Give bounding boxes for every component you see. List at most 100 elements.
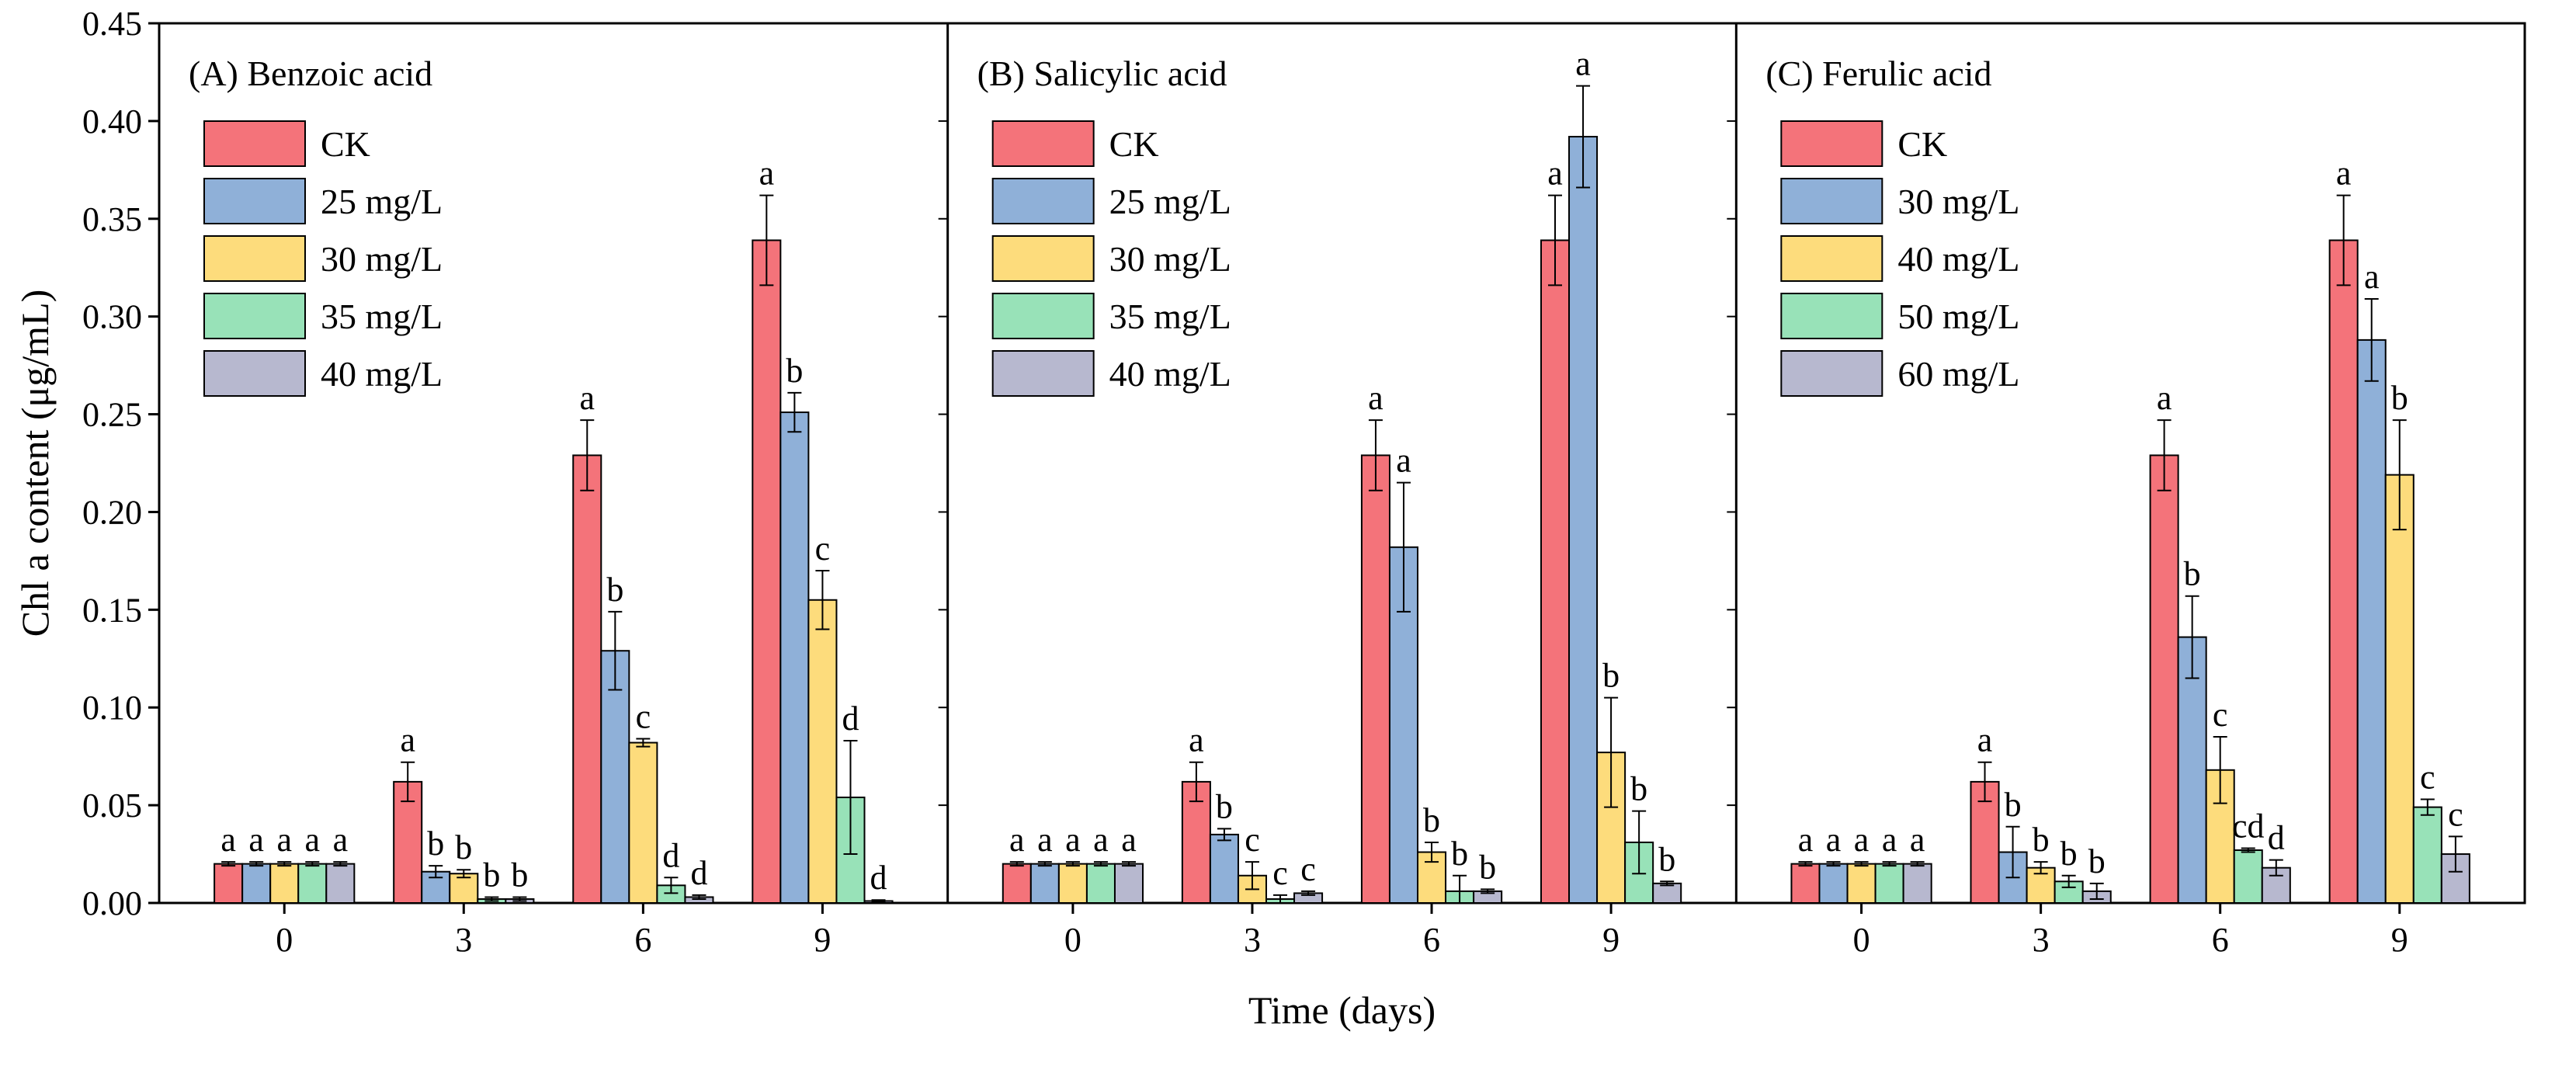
significance-label: a bbox=[1368, 379, 1383, 417]
significance-label: b bbox=[606, 571, 623, 609]
legend-label: 35 mg/L bbox=[321, 297, 443, 336]
panel-title: (C) Ferulic acid bbox=[1765, 54, 1991, 93]
y-tick-label: 0.15 bbox=[82, 591, 142, 629]
bar bbox=[241, 863, 272, 904]
text-layer: 0.00 0.05 0.10 0.15 0.20 0.25 0.30 0.35 0.40 0.45… bbox=[82, 5, 2463, 959]
bar bbox=[1652, 882, 1682, 905]
panel-title: (B) Salicylic acid bbox=[977, 54, 1227, 93]
significance-label: a bbox=[1826, 821, 1842, 859]
x-tick-label: 3 bbox=[1244, 921, 1261, 959]
significance-label: c bbox=[2213, 696, 2228, 734]
bar bbox=[779, 411, 810, 904]
significance-label: cd bbox=[2232, 807, 2265, 846]
legend-swatch bbox=[203, 178, 306, 224]
significance-label: a bbox=[1093, 821, 1109, 859]
plot-frame bbox=[158, 22, 2526, 905]
legend-swatch bbox=[203, 235, 306, 282]
significance-label: b bbox=[2391, 379, 2408, 417]
bar bbox=[1818, 863, 1849, 904]
legend-label: 50 mg/L bbox=[1897, 297, 2019, 336]
significance-label: b bbox=[1602, 657, 1620, 695]
significance-label: a bbox=[1065, 821, 1081, 859]
x-tick-label: 3 bbox=[2033, 921, 2050, 959]
bar bbox=[600, 650, 630, 904]
significance-label: b bbox=[1630, 770, 1647, 808]
legend-label: 40 mg/L bbox=[321, 354, 443, 394]
legend-swatch bbox=[991, 120, 1095, 167]
legend-label: 35 mg/L bbox=[1109, 297, 1231, 336]
panel-title: (A) Benzoic acid bbox=[189, 54, 432, 93]
significance-label: b bbox=[2088, 842, 2106, 880]
legend-label: 30 mg/L bbox=[1897, 182, 2019, 221]
significance-label: d bbox=[2268, 819, 2285, 857]
significance-label: a bbox=[1547, 155, 1563, 193]
x-tick-label: 0 bbox=[276, 921, 293, 959]
x-tick-label: 9 bbox=[1602, 921, 1620, 959]
x-tick-label: 0 bbox=[1853, 921, 1870, 959]
legend-swatch bbox=[991, 178, 1095, 224]
y-tick-label: 0.20 bbox=[82, 493, 142, 531]
bar bbox=[2233, 849, 2263, 905]
significance-label: b bbox=[1423, 801, 1440, 839]
bars-layer bbox=[203, 85, 2470, 905]
x-tick-label: 6 bbox=[1423, 921, 1440, 959]
legend-swatch bbox=[1780, 350, 1883, 397]
legend-label: 30 mg/L bbox=[1109, 239, 1231, 279]
significance-label: c bbox=[1245, 821, 1260, 859]
significance-label: b bbox=[786, 352, 803, 390]
significance-label: a bbox=[1882, 821, 1897, 859]
bar bbox=[572, 454, 602, 904]
bar bbox=[1360, 454, 1390, 904]
significance-label: d bbox=[690, 854, 707, 892]
significance-label: a bbox=[1977, 721, 1993, 759]
y-tick-label: 0.45 bbox=[82, 5, 142, 43]
significance-label: a bbox=[1037, 821, 1053, 859]
significance-label: b bbox=[1479, 848, 1496, 886]
significance-label: b bbox=[427, 825, 444, 863]
legend-swatch bbox=[1780, 235, 1883, 282]
significance-label: b bbox=[455, 828, 472, 866]
significance-label: a bbox=[1575, 45, 1591, 83]
bar bbox=[1209, 833, 1239, 905]
bar bbox=[2149, 454, 2179, 904]
significance-label: b bbox=[2005, 786, 2022, 824]
bar bbox=[2384, 474, 2415, 904]
legend-swatch bbox=[991, 293, 1095, 339]
legend-swatch bbox=[1780, 178, 1883, 224]
bar bbox=[628, 741, 658, 905]
significance-label: b bbox=[511, 856, 528, 894]
significance-label: c bbox=[636, 698, 651, 736]
bar bbox=[1790, 863, 1821, 904]
bar bbox=[1846, 863, 1876, 904]
significance-label: b bbox=[2184, 555, 2201, 593]
significance-label: a bbox=[276, 821, 292, 859]
x-tick-label: 0 bbox=[1064, 921, 1081, 959]
legend-swatch bbox=[1780, 293, 1883, 339]
significance-label: b bbox=[2060, 835, 2078, 873]
legend-swatch bbox=[203, 350, 306, 397]
significance-label: a bbox=[248, 821, 264, 859]
significance-label: b bbox=[2033, 821, 2050, 859]
legend-label: CK bbox=[321, 124, 370, 164]
x-tick-label: 9 bbox=[814, 921, 831, 959]
legend-swatch bbox=[991, 350, 1095, 397]
bar bbox=[297, 863, 328, 904]
bar bbox=[1085, 863, 1116, 904]
bar bbox=[2356, 339, 2387, 904]
significance-label: c bbox=[2448, 795, 2463, 833]
x-tick-label: 3 bbox=[455, 921, 472, 959]
significance-label: a bbox=[1121, 821, 1137, 859]
significance-label: a bbox=[759, 155, 775, 193]
significance-label: a bbox=[2364, 258, 2380, 296]
significance-label: a bbox=[2336, 155, 2352, 193]
significance-label: a bbox=[333, 821, 349, 859]
bar bbox=[752, 239, 782, 904]
legend-label: 30 mg/L bbox=[321, 239, 443, 279]
y-tick-label: 0.25 bbox=[82, 396, 142, 434]
significance-label: d bbox=[662, 836, 679, 874]
bar bbox=[325, 863, 356, 904]
significance-label: d bbox=[842, 700, 859, 738]
legend-swatch bbox=[203, 120, 306, 167]
